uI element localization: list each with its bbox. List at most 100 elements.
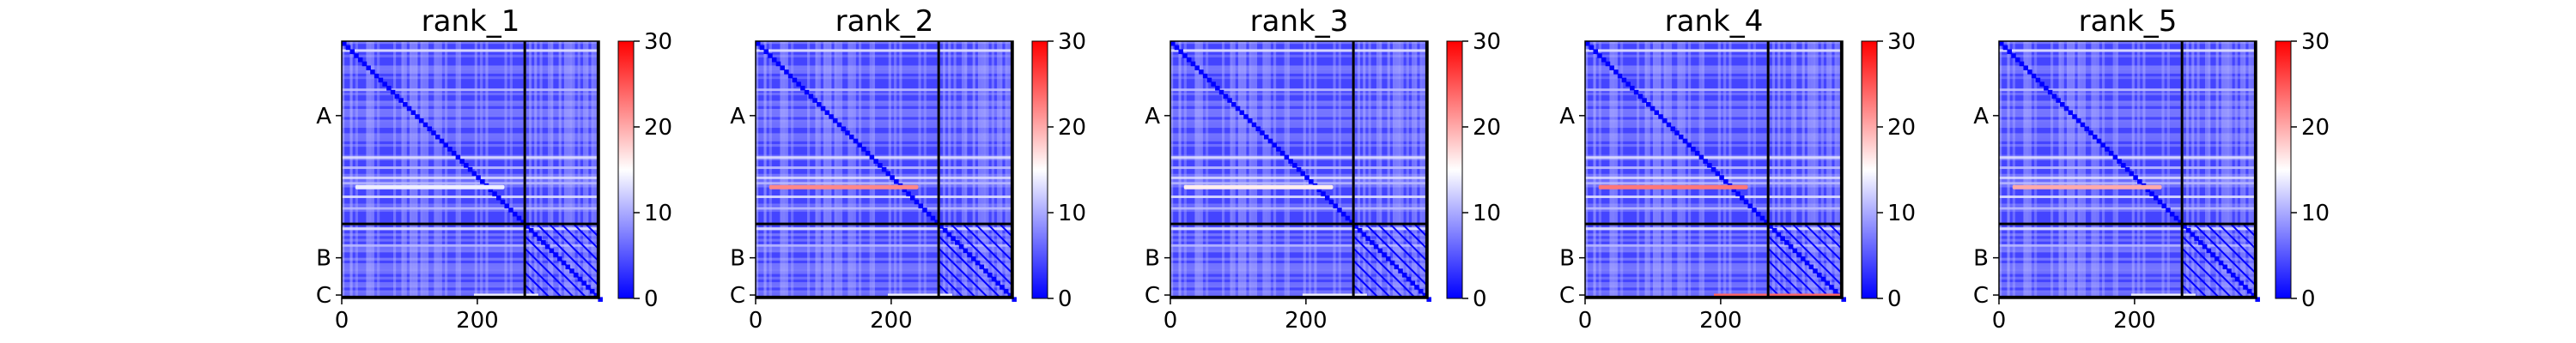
heatmap-column-band — [981, 41, 984, 298]
heatmap-diagonal-cell — [1723, 179, 1728, 184]
heatmap-row-band — [1585, 285, 1843, 288]
heatmap-diagonal-cell — [382, 81, 387, 87]
heatmap-row-band — [1585, 54, 1843, 57]
heatmap-diagonal-cell — [890, 175, 895, 180]
heatmap-diagonal-cell — [1666, 122, 1672, 128]
heatmap-column-band — [2234, 41, 2238, 298]
heatmap-high-row — [756, 176, 1013, 179]
heatmap-hatch-line — [1816, 223, 1843, 250]
colorbar — [1446, 40, 1463, 299]
colorbar-tick-label: 10 — [1887, 201, 1916, 226]
heatmap-column-band — [1652, 41, 1656, 298]
heatmap-column-band — [869, 41, 872, 298]
heatmap-column-band — [782, 41, 786, 298]
heatmap-frame — [1998, 40, 2257, 299]
heatmap-column-band — [1666, 41, 1669, 298]
heatmap-hatch-line — [1804, 223, 1843, 262]
colorbar-tick-label: 0 — [1887, 286, 1902, 312]
heatmap-column-band — [997, 41, 1000, 298]
heatmap-diagonal-cell — [1267, 138, 1273, 144]
heatmap-diagonal-cell — [345, 45, 351, 51]
heatmap-column-band — [445, 41, 448, 298]
heatmap-diagonal-cell — [1215, 86, 1220, 91]
heatmap-column-band — [1723, 41, 1727, 298]
heatmap-diagonal-cell — [2124, 166, 2130, 172]
heatmap-column-band — [583, 41, 586, 298]
heatmap-row-band — [342, 70, 599, 74]
heatmap-hatch-line — [1767, 260, 1806, 298]
heatmap-column-band — [1363, 41, 1366, 298]
heatmap-diagonal-cell — [775, 61, 781, 67]
heatmap-row-band — [1170, 247, 1428, 250]
heatmap-high-row — [1170, 207, 1428, 210]
x-tick-label: 0 — [1578, 308, 1593, 334]
heatmap-row-band — [756, 262, 1013, 267]
heatmap-row-band — [1170, 271, 1428, 274]
heatmap-column-band — [2115, 41, 2118, 298]
heatmap-row-band — [342, 238, 599, 242]
heatmap-diagonal-cell — [1199, 69, 1204, 75]
heatmap-row-band — [342, 290, 599, 293]
heatmap-diagonal-cell — [796, 81, 801, 87]
heatmap-row-band — [1170, 268, 1428, 272]
heatmap-hot-row — [1598, 184, 1748, 190]
heatmap-column-band — [1251, 41, 1255, 298]
heatmap-column-band — [480, 41, 483, 298]
heatmap-column-band — [1387, 41, 1390, 298]
heatmap-row-band — [756, 266, 1013, 269]
colorbar-tick-label: 0 — [644, 286, 659, 312]
heatmap-diagonal-cell — [771, 57, 777, 63]
heatmap-diagonal-cell — [1625, 81, 1631, 87]
heatmap-column-band — [2215, 41, 2219, 298]
heatmap-diagonal-cell — [1613, 69, 1619, 75]
heatmap-high-row — [1170, 176, 1428, 179]
heatmap-diagonal-cell — [800, 86, 805, 91]
heatmap-column-band — [1656, 41, 1659, 298]
heatmap-column-band — [1376, 41, 1380, 298]
heatmap-diagonal-cell — [1337, 208, 1342, 213]
heatmap-diagonal-cell — [926, 211, 932, 217]
heatmap-cells — [342, 41, 603, 302]
heatmap-row-band — [1999, 114, 2257, 117]
y-tick-label: A — [1559, 104, 1575, 129]
y-tick-label: A — [1145, 104, 1160, 129]
heatmap-diagonal-cell — [349, 49, 355, 54]
heatmap-row-band — [1170, 93, 1428, 96]
heatmap-high-row — [342, 227, 599, 231]
heatmap-column-band — [1663, 41, 1667, 298]
x-tick-label: 200 — [2113, 308, 2156, 334]
heatmap-hatch-line — [1352, 247, 1403, 298]
heatmap-diagonal-cell — [1719, 175, 1724, 180]
heatmap-column-band — [953, 41, 957, 298]
heatmap-diagonal-cell — [1678, 134, 1684, 140]
heatmap-cells — [756, 41, 1017, 302]
heatmap-column-band — [1338, 41, 1341, 298]
colorbar-tick-label: 20 — [2301, 115, 2330, 141]
heatmap-column-band — [1647, 41, 1650, 298]
heatmap-row-band — [756, 203, 1013, 207]
heatmap-column-band — [2248, 41, 2251, 298]
heatmap-diagonal-cell — [836, 122, 842, 128]
heatmap-column-band — [563, 41, 568, 298]
heatmap-diagonal-cell — [1321, 191, 1326, 196]
heatmap-hatch-line — [2205, 223, 2257, 274]
heatmap-diagonal-cell — [1621, 77, 1627, 83]
heatmap-row-band — [342, 54, 599, 57]
heatmap-hatch-line — [1779, 223, 1843, 286]
heatmap-hatch-line — [1767, 272, 1794, 298]
heatmap-column-band — [1170, 41, 1174, 298]
heatmap-column-band — [791, 41, 794, 298]
heatmap-diagonal-cell — [361, 61, 368, 67]
heatmap-high-row — [1585, 182, 1843, 185]
colorbar — [1861, 40, 1878, 299]
heatmap-hatch-line — [938, 235, 1000, 298]
heatmap-column-band — [1333, 41, 1336, 298]
heatmap-row-band — [342, 41, 599, 45]
heatmap-hatch-line — [962, 223, 1013, 274]
heatmap-diagonal-cell — [1686, 142, 1692, 147]
colorbar-tick-label: 30 — [2301, 29, 2330, 55]
heatmap-column-band — [1314, 41, 1317, 298]
heatmap-diagonal-cell — [354, 53, 359, 58]
heatmap-row-band — [1585, 119, 1843, 123]
heatmap-hatch-line — [938, 247, 988, 298]
